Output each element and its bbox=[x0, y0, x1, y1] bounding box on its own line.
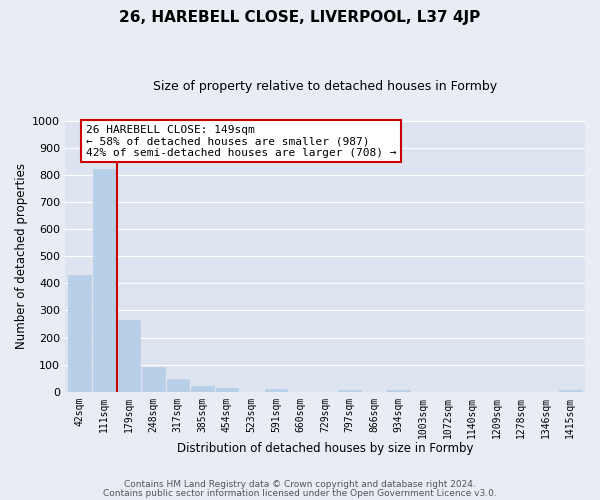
Bar bbox=[167, 379, 189, 392]
Bar bbox=[191, 386, 214, 392]
Text: 26, HAREBELL CLOSE, LIVERPOOL, L37 4JP: 26, HAREBELL CLOSE, LIVERPOOL, L37 4JP bbox=[119, 10, 481, 25]
Text: 26 HAREBELL CLOSE: 149sqm
← 58% of detached houses are smaller (987)
42% of semi: 26 HAREBELL CLOSE: 149sqm ← 58% of detac… bbox=[86, 124, 397, 158]
Bar bbox=[338, 390, 361, 392]
Bar bbox=[388, 390, 410, 392]
Text: Contains public sector information licensed under the Open Government Licence v3: Contains public sector information licen… bbox=[103, 488, 497, 498]
Text: Contains HM Land Registry data © Crown copyright and database right 2024.: Contains HM Land Registry data © Crown c… bbox=[124, 480, 476, 489]
Y-axis label: Number of detached properties: Number of detached properties bbox=[15, 163, 28, 349]
Title: Size of property relative to detached houses in Formby: Size of property relative to detached ho… bbox=[153, 80, 497, 93]
X-axis label: Distribution of detached houses by size in Formby: Distribution of detached houses by size … bbox=[177, 442, 473, 455]
Bar bbox=[559, 390, 581, 392]
Bar bbox=[93, 170, 116, 392]
Bar bbox=[118, 320, 140, 392]
Bar bbox=[142, 366, 164, 392]
Bar bbox=[265, 389, 287, 392]
Bar bbox=[215, 388, 238, 392]
Bar bbox=[68, 275, 91, 392]
